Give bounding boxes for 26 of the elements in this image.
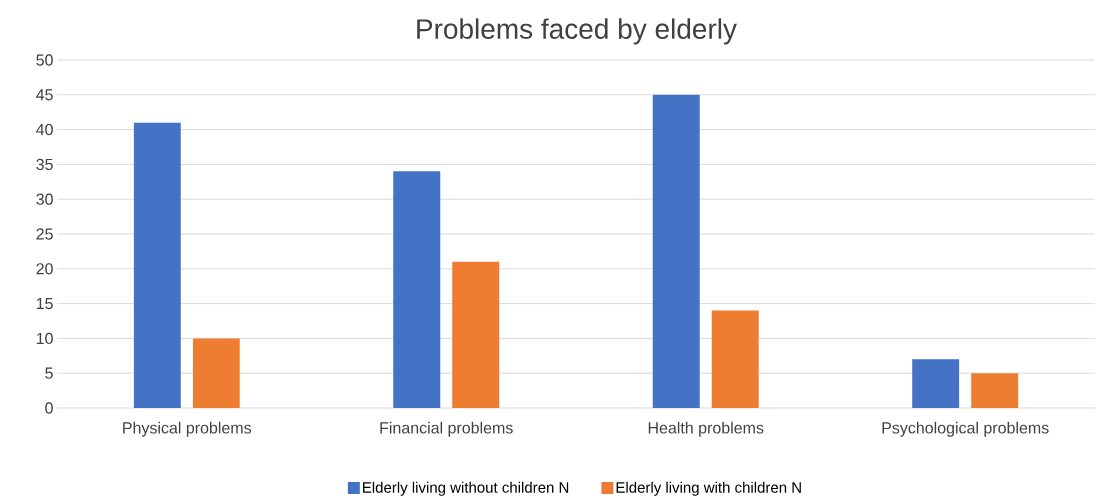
y-tick-label: 35 <box>36 158 53 171</box>
x-tick-label: Health problems <box>648 421 764 437</box>
legend-label: Elderly living without children N <box>363 481 569 496</box>
y-tick-label: 40 <box>36 123 53 136</box>
chart-title: Problems faced by elderly <box>417 18 737 45</box>
y-tick-label: 20 <box>36 263 53 275</box>
bar <box>393 171 441 408</box>
x-tick-label: Financial problems <box>380 421 513 437</box>
y-tick-label: 5 <box>45 367 53 379</box>
bar <box>452 261 500 408</box>
y-tick-label: 15 <box>36 298 53 310</box>
y-tick-label: 50 <box>36 54 53 66</box>
bar <box>912 359 960 408</box>
y-tick-label: 0 <box>45 402 53 414</box>
bar <box>652 94 700 408</box>
bar <box>971 373 1019 408</box>
bar <box>192 338 240 408</box>
y-tick-label: 25 <box>36 228 53 240</box>
y-tick-label: 45 <box>36 89 53 101</box>
legend-label: Elderly living with children N <box>616 481 801 496</box>
bar <box>133 122 181 408</box>
x-tick-label: Psychological problems <box>882 421 1049 437</box>
y-tick-label: 10 <box>36 332 53 345</box>
y-tick-label: 30 <box>36 193 53 205</box>
x-tick-label: Physical problems <box>123 421 252 437</box>
bar <box>711 310 759 408</box>
